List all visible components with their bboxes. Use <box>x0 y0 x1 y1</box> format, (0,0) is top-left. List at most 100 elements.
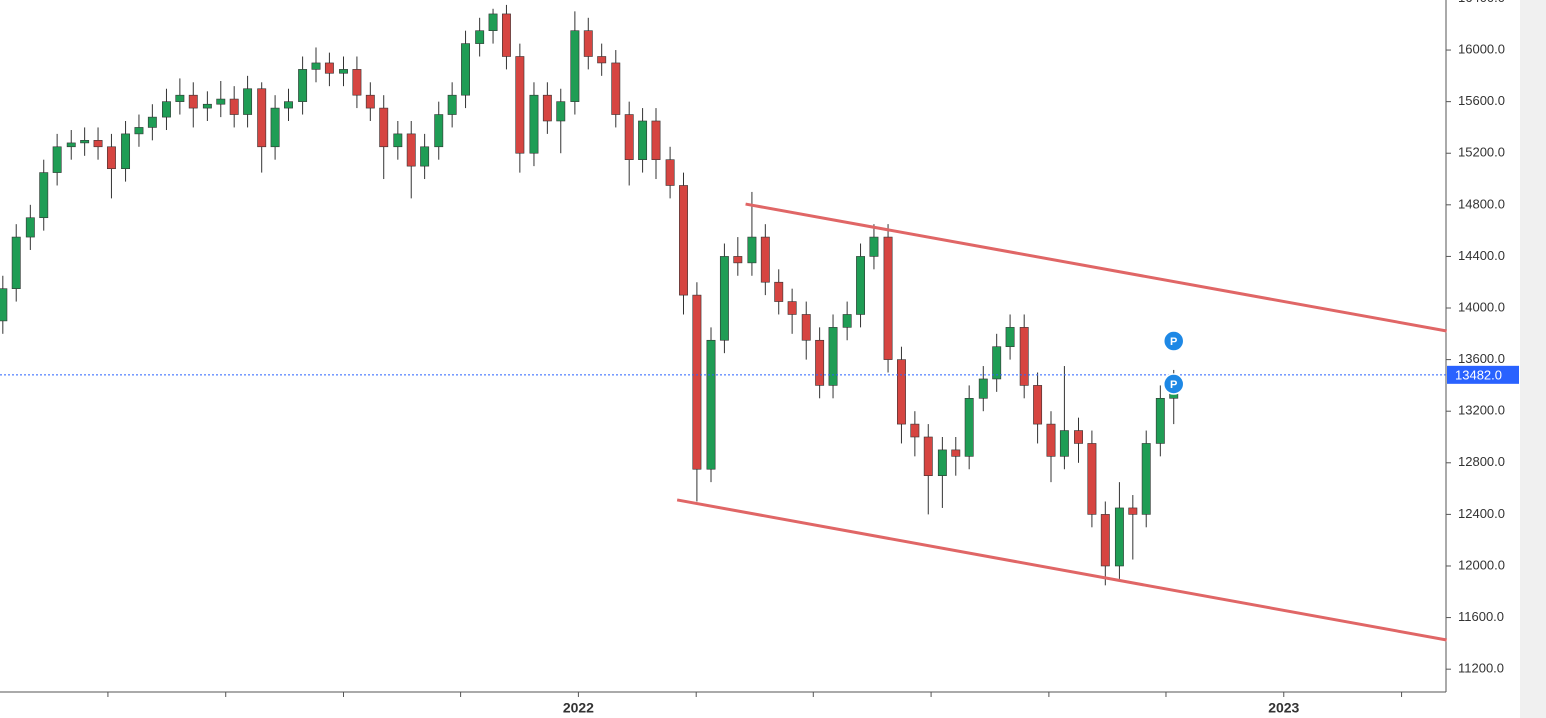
y-tick-label: 14400.0 <box>1458 248 1505 263</box>
candle-body <box>665 159 675 186</box>
candle-body <box>106 146 116 170</box>
candle-body <box>66 142 76 148</box>
trendline <box>745 202 1447 333</box>
candle-body <box>447 94 457 115</box>
candle-body <box>1100 514 1110 567</box>
candle-body <box>638 120 648 160</box>
candle-body <box>1128 507 1138 515</box>
y-tick-label: 13200.0 <box>1458 403 1505 418</box>
candle-body <box>52 146 62 173</box>
candle-body <box>815 339 825 386</box>
trendline <box>676 498 1447 642</box>
candle-body <box>1155 398 1165 444</box>
candle-body <box>121 133 131 170</box>
candle-body <box>202 103 212 109</box>
candle-body <box>760 236 770 283</box>
candle-body <box>1019 327 1029 386</box>
candle-body <box>0 288 8 322</box>
candle-body <box>774 281 784 302</box>
candle-body <box>883 236 893 360</box>
candle-body <box>611 62 621 115</box>
candle-body <box>379 107 389 148</box>
y-tick-label: 12400.0 <box>1458 506 1505 521</box>
candle-body <box>897 359 906 425</box>
candle-body <box>801 314 811 341</box>
candle-body <box>257 88 267 148</box>
candle-body <box>270 107 280 148</box>
candle-body <box>243 88 253 115</box>
candle-body <box>501 13 511 57</box>
candle-body <box>828 327 838 386</box>
plot-area: PP <box>0 4 1447 642</box>
y-tick-label: 11600.0 <box>1458 609 1504 624</box>
candle-body <box>298 69 308 102</box>
candle-body <box>679 185 688 296</box>
candle-body <box>624 114 634 160</box>
candle-body <box>583 30 593 57</box>
candle-body <box>25 217 35 238</box>
candle-body <box>556 101 566 122</box>
candle-body <box>216 98 226 105</box>
candle-body <box>284 101 293 109</box>
candle-body <box>93 140 103 148</box>
candle-body <box>597 56 607 64</box>
candle-body <box>733 256 743 264</box>
candle-body <box>434 114 444 148</box>
candle-body <box>651 120 661 160</box>
candle-body <box>1141 443 1151 515</box>
candle-body <box>393 133 403 148</box>
axes: 11200.0 11600.0 12000.0 12400.0 12800.0 13200… <box>107 0 1519 716</box>
candle-body <box>964 398 974 457</box>
candle-body <box>311 62 321 70</box>
candle-body <box>147 116 157 128</box>
candle-body <box>229 98 239 115</box>
candle-body <box>747 236 757 264</box>
candle-body <box>542 94 552 122</box>
candle-body <box>339 69 348 74</box>
candle-body <box>461 43 470 96</box>
candle-body <box>869 236 879 257</box>
candle-body <box>39 172 49 219</box>
marker <box>1162 373 1185 395</box>
candle-body <box>1059 430 1069 457</box>
candle-body <box>1074 430 1083 444</box>
candle-body <box>1114 507 1124 567</box>
y-tick-label: 12800.0 <box>1458 454 1505 469</box>
candle-body <box>188 94 198 109</box>
candle-body <box>515 56 525 154</box>
y-tick-label: 14000.0 <box>1458 299 1505 314</box>
marker <box>1162 330 1185 352</box>
candle-body <box>420 146 430 167</box>
candle-body <box>910 423 920 438</box>
candle-body <box>787 301 797 315</box>
y-tick-label: 15200.0 <box>1458 145 1505 160</box>
candle-body <box>406 133 416 167</box>
candle-body <box>570 30 580 102</box>
candle-body <box>134 127 144 135</box>
scrollbar <box>1520 0 1546 718</box>
price-label-box <box>1447 365 1519 384</box>
candle-body <box>324 62 334 74</box>
y-tick-label: 16400.0 <box>1458 0 1505 5</box>
x-tick-label: 2022 <box>563 700 594 716</box>
y-tick-label: 16000.0 <box>1458 41 1505 56</box>
y-tick-label: 13600.0 <box>1458 351 1505 366</box>
marker-label: P <box>1170 336 1177 348</box>
candle-body <box>162 101 171 118</box>
y-tick-label: 11200.0 <box>1458 661 1504 676</box>
y-tick-label: 15600.0 <box>1458 93 1505 108</box>
candle-body <box>352 69 362 96</box>
candle-body <box>937 449 947 476</box>
y-tick-label: 12000.0 <box>1458 557 1505 572</box>
y-tick-label: 14800.0 <box>1458 196 1505 211</box>
x-tick-label: 2023 <box>1268 700 1299 716</box>
candle-body <box>529 94 539 154</box>
candle-body <box>923 436 933 476</box>
candle-body <box>365 94 375 109</box>
candle-body <box>992 346 1002 380</box>
candle-body <box>1033 385 1043 425</box>
candle-body <box>692 294 702 470</box>
candle-body <box>1046 423 1056 457</box>
